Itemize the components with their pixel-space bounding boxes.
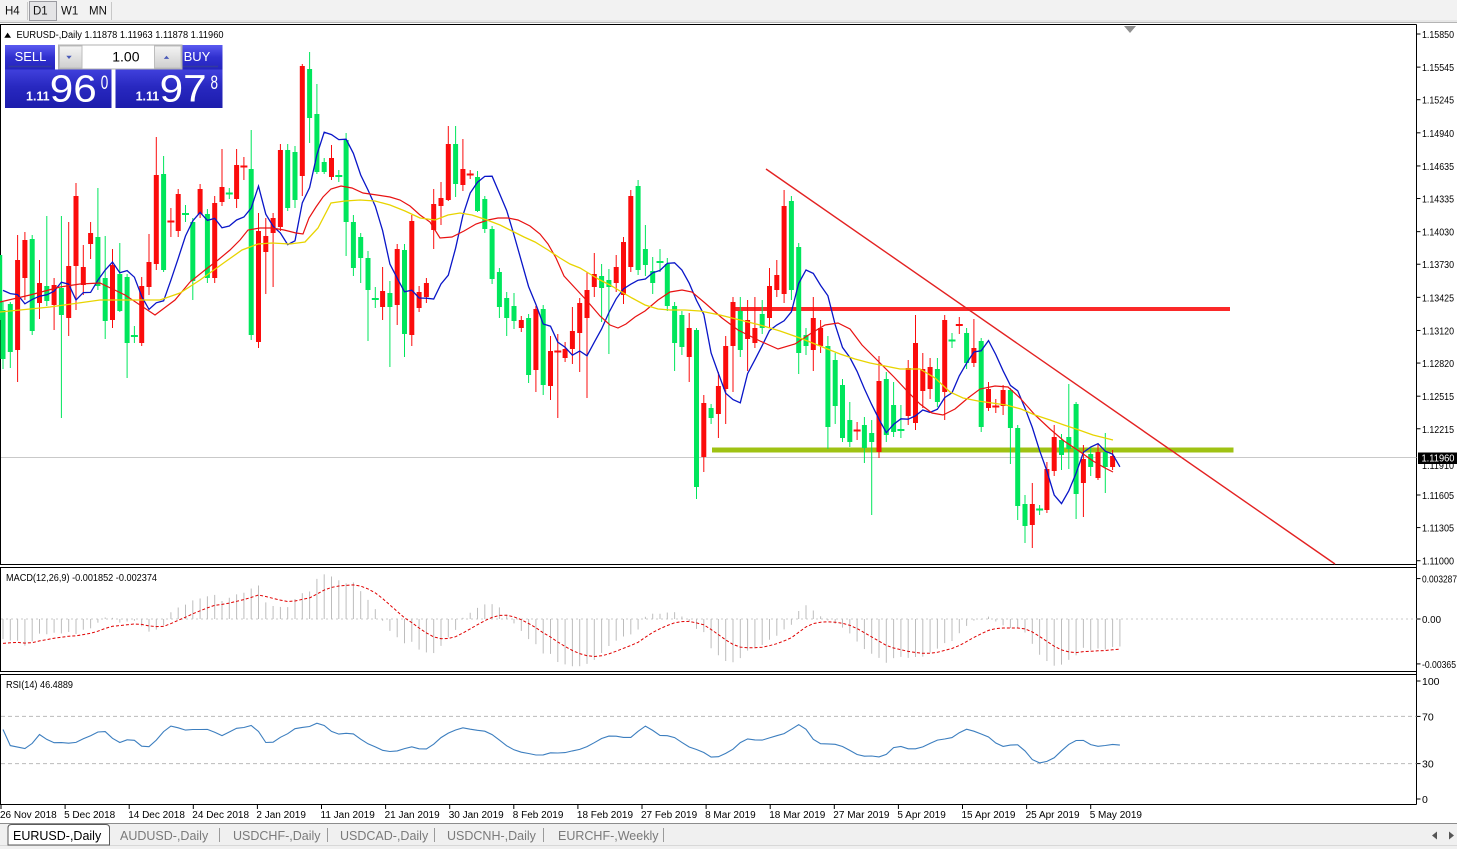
svg-text:W1: W1 — [61, 6, 78, 18]
svg-text:0.003287: 0.003287 — [1422, 574, 1457, 586]
svg-text:0.00: 0.00 — [1422, 614, 1441, 626]
svg-text:5 Dec 2018: 5 Dec 2018 — [64, 810, 116, 821]
svg-text:8: 8 — [211, 73, 219, 94]
svg-text:MN: MN — [89, 6, 107, 18]
svg-text:0: 0 — [1422, 794, 1428, 806]
svg-text:EURCHF-,Weekly: EURCHF-,Weekly — [558, 829, 659, 843]
svg-text:1.14635: 1.14635 — [1422, 161, 1454, 173]
svg-text:1.14030: 1.14030 — [1422, 227, 1454, 239]
svg-text:30: 30 — [1422, 759, 1434, 771]
svg-text:30 Jan 2019: 30 Jan 2019 — [449, 810, 504, 821]
svg-text:1.15545: 1.15545 — [1422, 62, 1454, 74]
svg-text:18 Mar 2019: 18 Mar 2019 — [769, 810, 826, 821]
svg-text:15 Apr 2019: 15 Apr 2019 — [962, 810, 1016, 821]
svg-text:AUDUSD-,Daily: AUDUSD-,Daily — [120, 829, 209, 843]
svg-text:1.11605: 1.11605 — [1422, 490, 1454, 502]
svg-text:USDCHF-,Daily: USDCHF-,Daily — [233, 829, 321, 843]
svg-text:EURUSD-,Daily 1.11878 1.11963: EURUSD-,Daily 1.11878 1.11963 1.11878 1.… — [17, 30, 224, 41]
svg-text:1.13425: 1.13425 — [1422, 292, 1454, 304]
svg-text:1.14940: 1.14940 — [1422, 128, 1454, 140]
svg-text:EURUSD-,Daily: EURUSD-,Daily — [13, 829, 102, 843]
svg-text:11 Jan 2019: 11 Jan 2019 — [321, 810, 376, 821]
svg-text:8 Mar 2019: 8 Mar 2019 — [705, 810, 756, 821]
svg-text:27 Feb 2019: 27 Feb 2019 — [641, 810, 698, 821]
svg-text:USDCAD-,Daily: USDCAD-,Daily — [340, 829, 429, 843]
svg-text:1.00: 1.00 — [112, 49, 139, 65]
svg-text:1.12515: 1.12515 — [1422, 391, 1454, 403]
svg-text:70: 70 — [1422, 711, 1434, 723]
svg-text:MACD(12,26,9) -0.001852 -0.002: MACD(12,26,9) -0.001852 -0.002374 — [6, 572, 157, 584]
svg-text:1.11305: 1.11305 — [1422, 523, 1454, 535]
svg-text:1.15245: 1.15245 — [1422, 95, 1454, 107]
svg-text:0: 0 — [101, 73, 109, 94]
svg-text:18 Feb 2019: 18 Feb 2019 — [577, 810, 634, 821]
svg-text:1.11000: 1.11000 — [1422, 556, 1454, 568]
svg-text:SELL: SELL — [15, 49, 47, 64]
svg-text:D1: D1 — [33, 6, 48, 18]
svg-text:1.12215: 1.12215 — [1422, 424, 1454, 436]
svg-text:USDCNH-,Daily: USDCNH-,Daily — [447, 829, 537, 843]
svg-text:8 Feb 2019: 8 Feb 2019 — [513, 810, 564, 821]
svg-text:1.13730: 1.13730 — [1422, 259, 1454, 271]
svg-text:27 Mar 2019: 27 Mar 2019 — [833, 810, 890, 821]
svg-text:1.13120: 1.13120 — [1422, 325, 1454, 337]
svg-text:1.11: 1.11 — [136, 89, 160, 103]
svg-text:1.11: 1.11 — [26, 89, 50, 103]
svg-text:1.11960: 1.11960 — [1422, 453, 1455, 465]
svg-text:BUY: BUY — [184, 49, 211, 64]
svg-text:1.14335: 1.14335 — [1422, 194, 1454, 206]
svg-text:RSI(14) 46.4889: RSI(14) 46.4889 — [6, 679, 73, 691]
svg-text:2 Jan 2019: 2 Jan 2019 — [256, 810, 306, 821]
svg-text:97: 97 — [160, 68, 207, 110]
svg-text:24 Dec 2018: 24 Dec 2018 — [192, 810, 249, 821]
svg-text:5 Apr 2019: 5 Apr 2019 — [897, 810, 946, 821]
svg-text:26 Nov 2018: 26 Nov 2018 — [0, 810, 57, 821]
svg-text:H4: H4 — [5, 6, 20, 18]
svg-text:1.12820: 1.12820 — [1422, 358, 1454, 370]
svg-text:96: 96 — [50, 68, 97, 110]
svg-text:-0.00365: -0.00365 — [1422, 659, 1456, 671]
svg-text:25 Apr 2019: 25 Apr 2019 — [1026, 810, 1080, 821]
svg-text:1.15850: 1.15850 — [1422, 29, 1454, 41]
svg-text:21 Jan 2019: 21 Jan 2019 — [385, 810, 440, 821]
svg-text:5 May 2019: 5 May 2019 — [1090, 810, 1143, 821]
svg-text:14 Dec 2018: 14 Dec 2018 — [128, 810, 185, 821]
svg-text:100: 100 — [1422, 676, 1440, 688]
